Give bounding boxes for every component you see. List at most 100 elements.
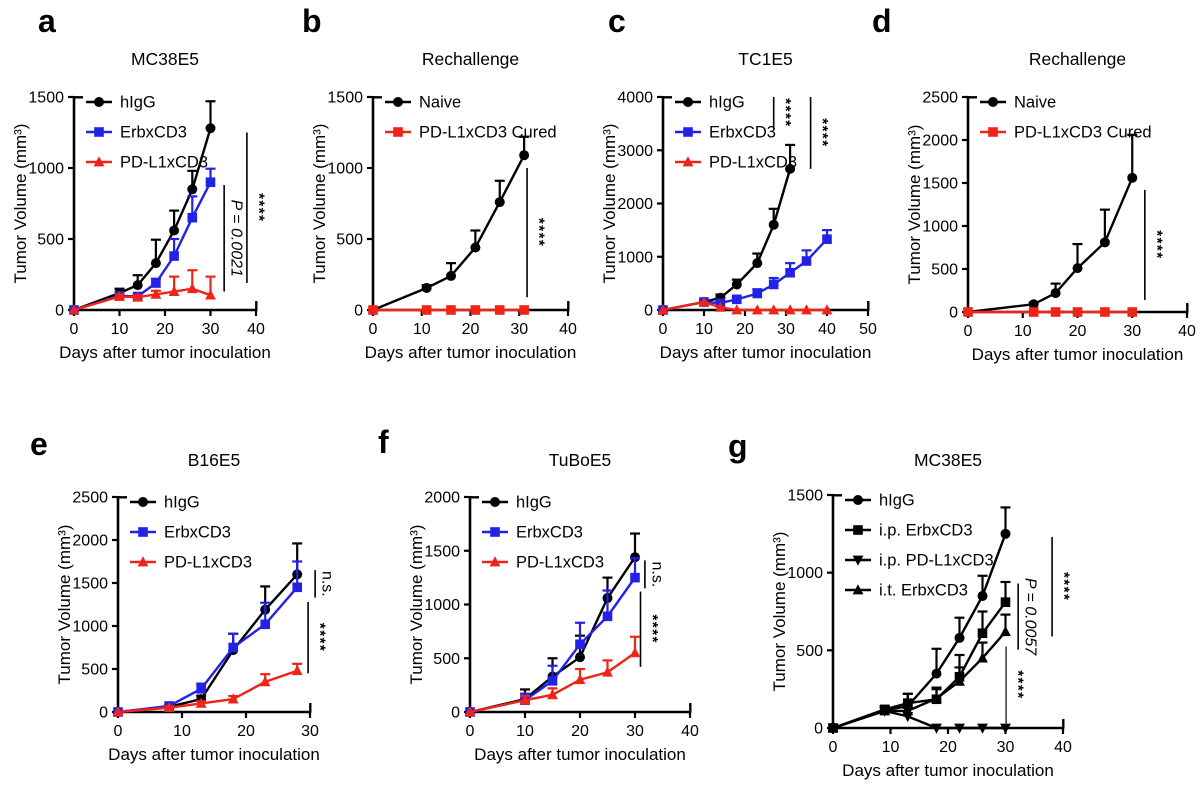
y-tick-label: 0 bbox=[55, 303, 64, 320]
x-tick-label: 40 bbox=[1178, 323, 1196, 340]
panel-letter-b: b bbox=[302, 3, 322, 39]
legend-label: ErbxCD3 bbox=[709, 124, 776, 142]
legend-item-pd-l1xcd3-cured: PD-L1xCD3 Cured bbox=[385, 124, 557, 142]
sig-annotation: **** bbox=[526, 168, 548, 298]
y-tick-label: 1500 bbox=[28, 90, 64, 107]
y-tick-label: 1500 bbox=[327, 90, 363, 107]
sig-label: n.s. bbox=[319, 571, 336, 597]
legend-label: ErbxCD3 bbox=[120, 124, 187, 142]
y-tick-label: 2500 bbox=[922, 90, 958, 107]
panel-b: b Rechallenge 0 500 1000 1500 0 10 20 30 40 Days a… bbox=[300, 5, 590, 395]
legend-item-pd-l1xcd3: PD-L1xCD3 bbox=[482, 554, 604, 572]
series-pd-l1xcd3-cured bbox=[963, 307, 1138, 317]
chart-title: MC38E5 bbox=[131, 49, 199, 69]
legend-label: PD-L1xCD3 bbox=[164, 554, 252, 572]
chart-b16e5: B16E5 0 500 1000 1500 2000 2500 0 10 20 30 Days aft… bbox=[55, 450, 336, 764]
sig-annotation: **** bbox=[1051, 536, 1073, 637]
panel-letter-f: f bbox=[378, 424, 389, 460]
legend-label: Naive bbox=[1014, 94, 1056, 112]
y-axis-label: Tumor Volume (mm³) bbox=[310, 124, 329, 284]
panel-a: a MC38E5 0 500 1000 1500 0 10 20 30 40 Days after … bbox=[10, 5, 300, 395]
x-tick-label: 40 bbox=[247, 321, 265, 338]
x-tick-label: 10 bbox=[695, 321, 713, 338]
sig-label: **** bbox=[531, 218, 548, 247]
axes: 0 1000 2000 3000 4000 0 10 20 30 40 50 Days after t… bbox=[600, 90, 877, 363]
x-tick-label: 30 bbox=[301, 723, 319, 740]
sig-annotation: **** bbox=[1005, 646, 1027, 724]
x-tick-label: 20 bbox=[736, 321, 754, 338]
y-tick-label: 2000 bbox=[922, 133, 958, 150]
y-tick-label: 2500 bbox=[72, 490, 108, 507]
y-tick-label: 500 bbox=[931, 262, 958, 279]
panel-letter-d: d bbox=[872, 3, 892, 39]
x-tick-label: 0 bbox=[659, 321, 668, 338]
y-axis-label: Tumor Volume (mm³) bbox=[600, 124, 619, 284]
x-tick-label: 10 bbox=[882, 739, 900, 756]
y-tick-label: 1500 bbox=[72, 576, 108, 593]
legend-item-pd-l1xcd3: PD-L1xCD3 bbox=[86, 154, 208, 172]
axes: 0 500 1000 1500 0 10 20 30 40 Days after tumor in… bbox=[310, 90, 577, 363]
series-pd-l1xcd3 bbox=[657, 296, 833, 315]
y-tick-label: 4000 bbox=[617, 90, 653, 107]
x-axis-label: Days after tumor inoculation bbox=[972, 345, 1184, 364]
chart-title: Rechallenge bbox=[1029, 49, 1126, 69]
x-tick-label: 20 bbox=[939, 739, 957, 756]
sig-annotation: P = 0.0021 bbox=[223, 185, 245, 292]
legend-item-pd-l1xcd3-cured: PD-L1xCD3 Cured bbox=[980, 124, 1152, 142]
x-tick-label: 50 bbox=[859, 321, 877, 338]
axes: 0 500 1000 1500 2000 0 10 20 30 40 Days after tumo… bbox=[407, 490, 699, 765]
y-tick-label: 0 bbox=[949, 305, 958, 322]
x-tick-label: 30 bbox=[626, 723, 644, 740]
legend-label: i.t. ErbxCD3 bbox=[879, 582, 968, 600]
legend-item-erbxcd3: ErbxCD3 bbox=[482, 524, 583, 542]
y-axis-label: Tumor Volume (mm³) bbox=[11, 124, 30, 284]
sig-label: P = 0.0057 bbox=[1022, 578, 1039, 656]
x-tick-label: 0 bbox=[466, 723, 475, 740]
y-tick-label: 2000 bbox=[617, 196, 653, 213]
x-tick-label: 10 bbox=[516, 723, 534, 740]
chart-title: TuBoE5 bbox=[549, 450, 612, 470]
sig-annotation: **** bbox=[307, 601, 329, 674]
y-tick-label: 0 bbox=[644, 303, 653, 320]
y-tick-label: 1500 bbox=[787, 488, 823, 505]
chart-title: TC1E5 bbox=[738, 49, 792, 69]
axes: 0 500 1000 1500 2000 2500 0 10 20 30 40 Days after … bbox=[905, 90, 1196, 365]
y-tick-label: 1500 bbox=[424, 543, 460, 560]
series-pd-l1xcd3 bbox=[464, 635, 641, 717]
sig-annotation: n.s. bbox=[644, 560, 665, 589]
x-axis-label: Days after tumor inoculation bbox=[59, 343, 271, 362]
y-tick-label: 500 bbox=[37, 232, 64, 249]
y-tick-label: 0 bbox=[99, 705, 108, 722]
sig-annotation: P = 0.0057 bbox=[1017, 578, 1039, 656]
panel-g: g MC38E5 0 500 1000 1500 0 10 20 30 40 Days after … bbox=[702, 418, 1142, 794]
x-tick-label: 20 bbox=[571, 723, 589, 740]
legend-label: PD-L1xCD3 bbox=[120, 154, 208, 172]
legend-item-naive: Naive bbox=[980, 94, 1056, 112]
x-tick-label: 0 bbox=[70, 321, 79, 338]
legend-item-i-t-erbxcd3: i.t. ErbxCD3 bbox=[845, 582, 968, 600]
x-axis-label: Days after tumor inoculation bbox=[365, 343, 577, 362]
sig-label: n.s. bbox=[648, 562, 665, 588]
panel-letter-g: g bbox=[728, 428, 748, 464]
y-tick-label: 1000 bbox=[787, 565, 823, 582]
x-tick-label: 20 bbox=[237, 723, 255, 740]
legend-item-naive: Naive bbox=[385, 94, 461, 112]
x-tick-label: 20 bbox=[462, 321, 480, 338]
series-pd-l1xcd3 bbox=[68, 269, 216, 315]
x-tick-label: 0 bbox=[964, 323, 973, 340]
legend-item-higg: hIgG bbox=[130, 494, 200, 512]
sig-annotation: **** bbox=[772, 97, 794, 129]
x-tick-label: 0 bbox=[369, 321, 378, 338]
y-tick-label: 1000 bbox=[72, 619, 108, 636]
axes: 0 500 1000 1500 0 10 20 30 40 Days after tumor in… bbox=[11, 90, 271, 363]
legend-item-higg: hIgG bbox=[675, 94, 745, 112]
x-tick-label: 20 bbox=[1069, 323, 1087, 340]
y-tick-label: 2000 bbox=[72, 533, 108, 550]
legend-label: ErbxCD3 bbox=[164, 524, 231, 542]
x-tick-label: 30 bbox=[202, 321, 220, 338]
y-axis-label: Tumor Volume (mm³) bbox=[407, 525, 426, 685]
legend-item-erbxcd3: ErbxCD3 bbox=[86, 124, 187, 142]
y-axis-label: Tumor Volume (mm³) bbox=[905, 125, 924, 285]
y-tick-label: 0 bbox=[814, 721, 823, 738]
